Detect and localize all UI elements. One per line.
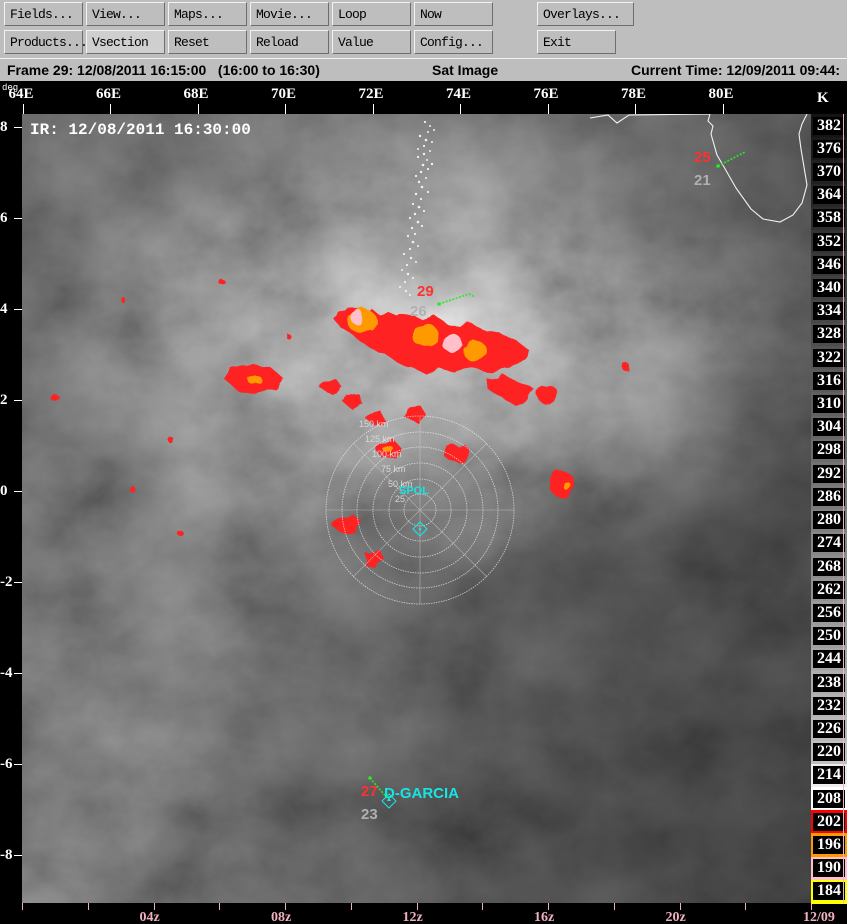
svg-text:23: 23 bbox=[361, 806, 378, 823]
svg-text:21: 21 bbox=[694, 172, 711, 189]
svg-text:D-GARCIA: D-GARCIA bbox=[384, 785, 459, 802]
svg-text:26: 26 bbox=[410, 303, 427, 320]
svg-text:25: 25 bbox=[694, 149, 711, 166]
svg-text:27: 27 bbox=[361, 783, 378, 800]
svg-text:29: 29 bbox=[417, 283, 434, 300]
